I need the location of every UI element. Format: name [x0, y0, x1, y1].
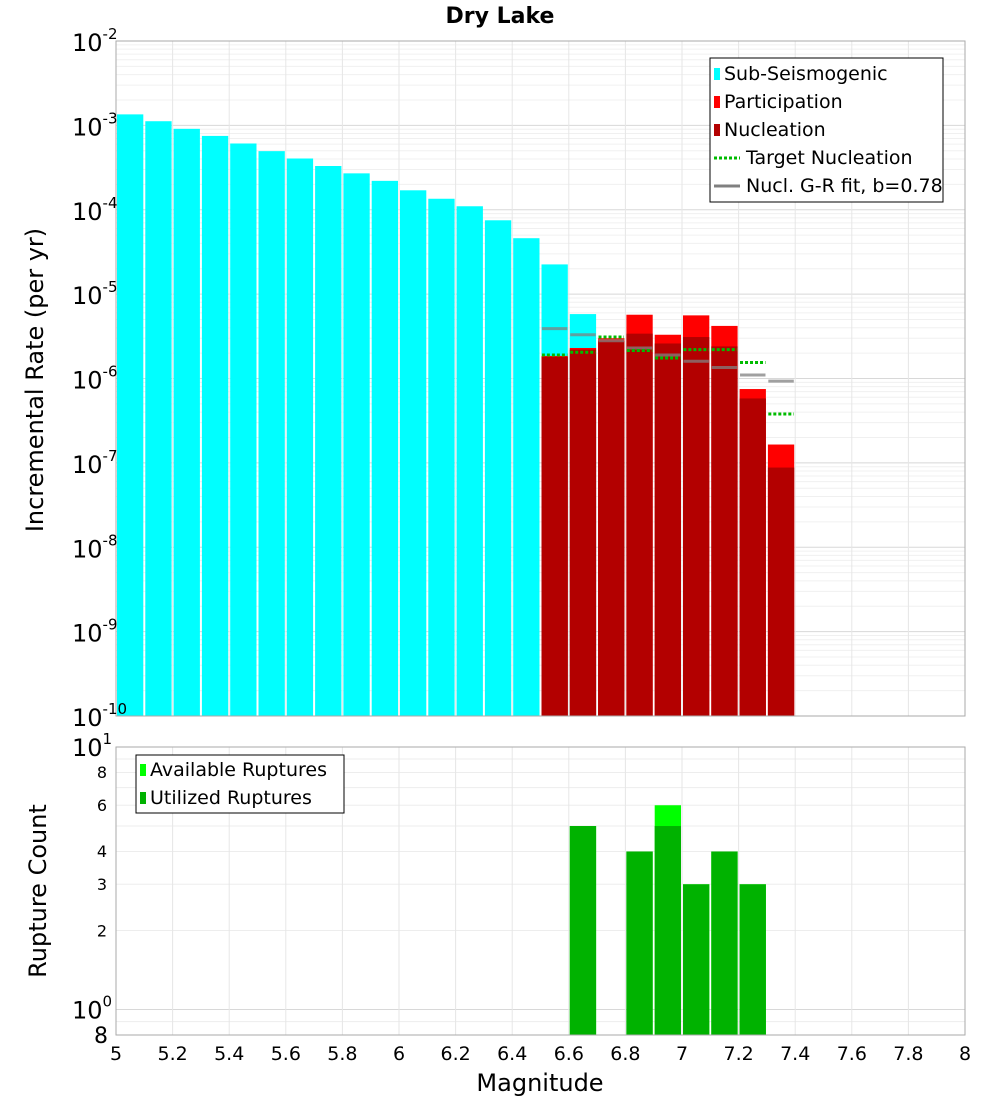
bottom-y-axis-label: Rupture Count: [24, 804, 52, 978]
y-tick-label: 8: [97, 763, 107, 782]
legend-label: Nucl. G-R fit, b=0.78: [746, 175, 943, 197]
x-tick-label: 7: [676, 1043, 688, 1065]
nucleation-bar: [626, 333, 653, 716]
sub-seismogenic-bar: [173, 128, 200, 717]
bottom-legend: Available Ruptures Utilized Ruptures: [135, 754, 345, 814]
x-tick-label: 6.6: [554, 1043, 584, 1065]
nucleation-bar: [739, 398, 766, 716]
x-tick-label: 6: [393, 1043, 405, 1065]
top-plot-grid: [115, 40, 966, 717]
y-tick-label: 8: [94, 1024, 108, 1049]
x-tick-label: 8: [959, 1043, 971, 1065]
bottom-plot-frame: [115, 746, 966, 1036]
x-tick-label: 7.6: [837, 1043, 867, 1065]
y-decade-label: 100: [72, 993, 112, 1025]
nucleation-bar: [598, 340, 625, 716]
y-tick-label: 3: [97, 875, 107, 894]
y-tick-label: 10-8: [72, 531, 118, 563]
top-plot-lines: [541, 327, 794, 416]
sub-seismogenic-bar: [145, 121, 172, 716]
y-decade-label: 101: [72, 730, 112, 762]
y-tick-label: 10-9: [72, 616, 118, 648]
y-tick-label: 2: [97, 921, 107, 940]
x-tick-label: 7.8: [893, 1043, 923, 1065]
utilized-ruptures-bar: [626, 851, 653, 1035]
utilized-ruptures-bar: [711, 851, 738, 1035]
sub-seismogenic-bar: [315, 166, 342, 717]
bottom-plot-bars: [569, 805, 766, 1035]
nucleation-bar: [541, 356, 568, 716]
legend-swatch: [714, 96, 720, 108]
top-plot-bars: [117, 114, 795, 717]
x-tick-label: 7.4: [780, 1043, 810, 1065]
legend-label: Sub-Seismogenic: [724, 63, 888, 85]
x-tick-label: 6.4: [497, 1043, 527, 1065]
sub-seismogenic-bar: [484, 220, 512, 717]
y-tick-label: 10-2: [72, 25, 118, 57]
x-tick-label: 5: [110, 1043, 122, 1065]
nucleation-bar: [654, 343, 681, 716]
top-y-axis-label: Incremental Rate (per yr): [21, 228, 49, 532]
sub-seismogenic-bar: [230, 143, 257, 716]
utilized-ruptures-bar: [683, 884, 710, 1035]
x-tick-label: 7.2: [723, 1043, 753, 1065]
sub-seismogenic-bar: [258, 151, 285, 716]
nucleation-bar: [711, 346, 738, 716]
sub-seismogenic-bar: [428, 198, 455, 717]
utilized-ruptures-bar: [569, 826, 597, 1035]
sub-seismogenic-bar: [371, 180, 398, 716]
legend-swatch: [140, 792, 146, 804]
legend-box: [135, 754, 345, 814]
x-axis-label: Magnitude: [476, 1069, 603, 1097]
x-tick-label: 6.2: [440, 1043, 470, 1065]
y-tick-label: 10-3: [72, 109, 118, 141]
legend-swatch: [140, 764, 146, 776]
x-tick-label: 6.8: [610, 1043, 640, 1065]
legend-label: Nucleation: [724, 119, 826, 141]
y-tick-label: 10-7: [72, 447, 118, 479]
nucleation-bar: [767, 467, 795, 716]
legend-label: Target Nucleation: [745, 147, 913, 169]
sub-seismogenic-bar: [201, 135, 229, 717]
y-tick-label: 10-10: [72, 700, 127, 732]
y-tick-label: 6: [97, 796, 107, 815]
legend-swatch: [714, 68, 720, 80]
x-tick-labels: 5 5.2 5.4 5.6 5.8 6 6.2 6.4 6.6 6.8 7 7.2 7.4 7.6 7.8 8: [110, 1043, 971, 1065]
sub-seismogenic-bar: [456, 206, 483, 716]
nucleation-bar: [569, 349, 597, 716]
sub-seismogenic-bar: [286, 158, 314, 717]
x-tick-label: 5.6: [271, 1043, 301, 1065]
sub-seismogenic-bar: [117, 114, 144, 716]
chart-title: Dry Lake: [446, 4, 555, 29]
x-tick-label: 5.2: [157, 1043, 187, 1065]
y-tick-label: 10-6: [72, 363, 118, 395]
legend-label: Utilized Ruptures: [150, 787, 312, 809]
x-tick-label: 5.8: [327, 1043, 357, 1065]
top-plot-frame: [115, 40, 966, 717]
nucleation-bar: [683, 337, 710, 716]
legend-label: Participation: [724, 91, 843, 113]
x-tick-label: 5.4: [214, 1043, 244, 1065]
utilized-ruptures-bar: [739, 884, 766, 1035]
legend-label: Available Ruptures: [150, 759, 327, 781]
top-y-tick-labels: 10-10 10-9 10-8 10-7 10-6 10-5 10-4 10-3 10-2: [72, 25, 127, 732]
utilized-ruptures-bar: [654, 826, 681, 1035]
y-tick-label: 4: [97, 842, 107, 861]
sub-seismogenic-bar: [400, 190, 427, 716]
y-tick-label: 10-5: [72, 278, 118, 310]
y-tick-label: 10-4: [72, 194, 118, 226]
legend-box: [709, 57, 944, 203]
sub-seismogenic-bar: [343, 173, 370, 716]
sub-seismogenic-bar: [513, 238, 540, 716]
top-legend: Sub-Seismogenic Participation Nucleation Ta…: [709, 57, 944, 203]
legend-swatch: [714, 124, 720, 136]
